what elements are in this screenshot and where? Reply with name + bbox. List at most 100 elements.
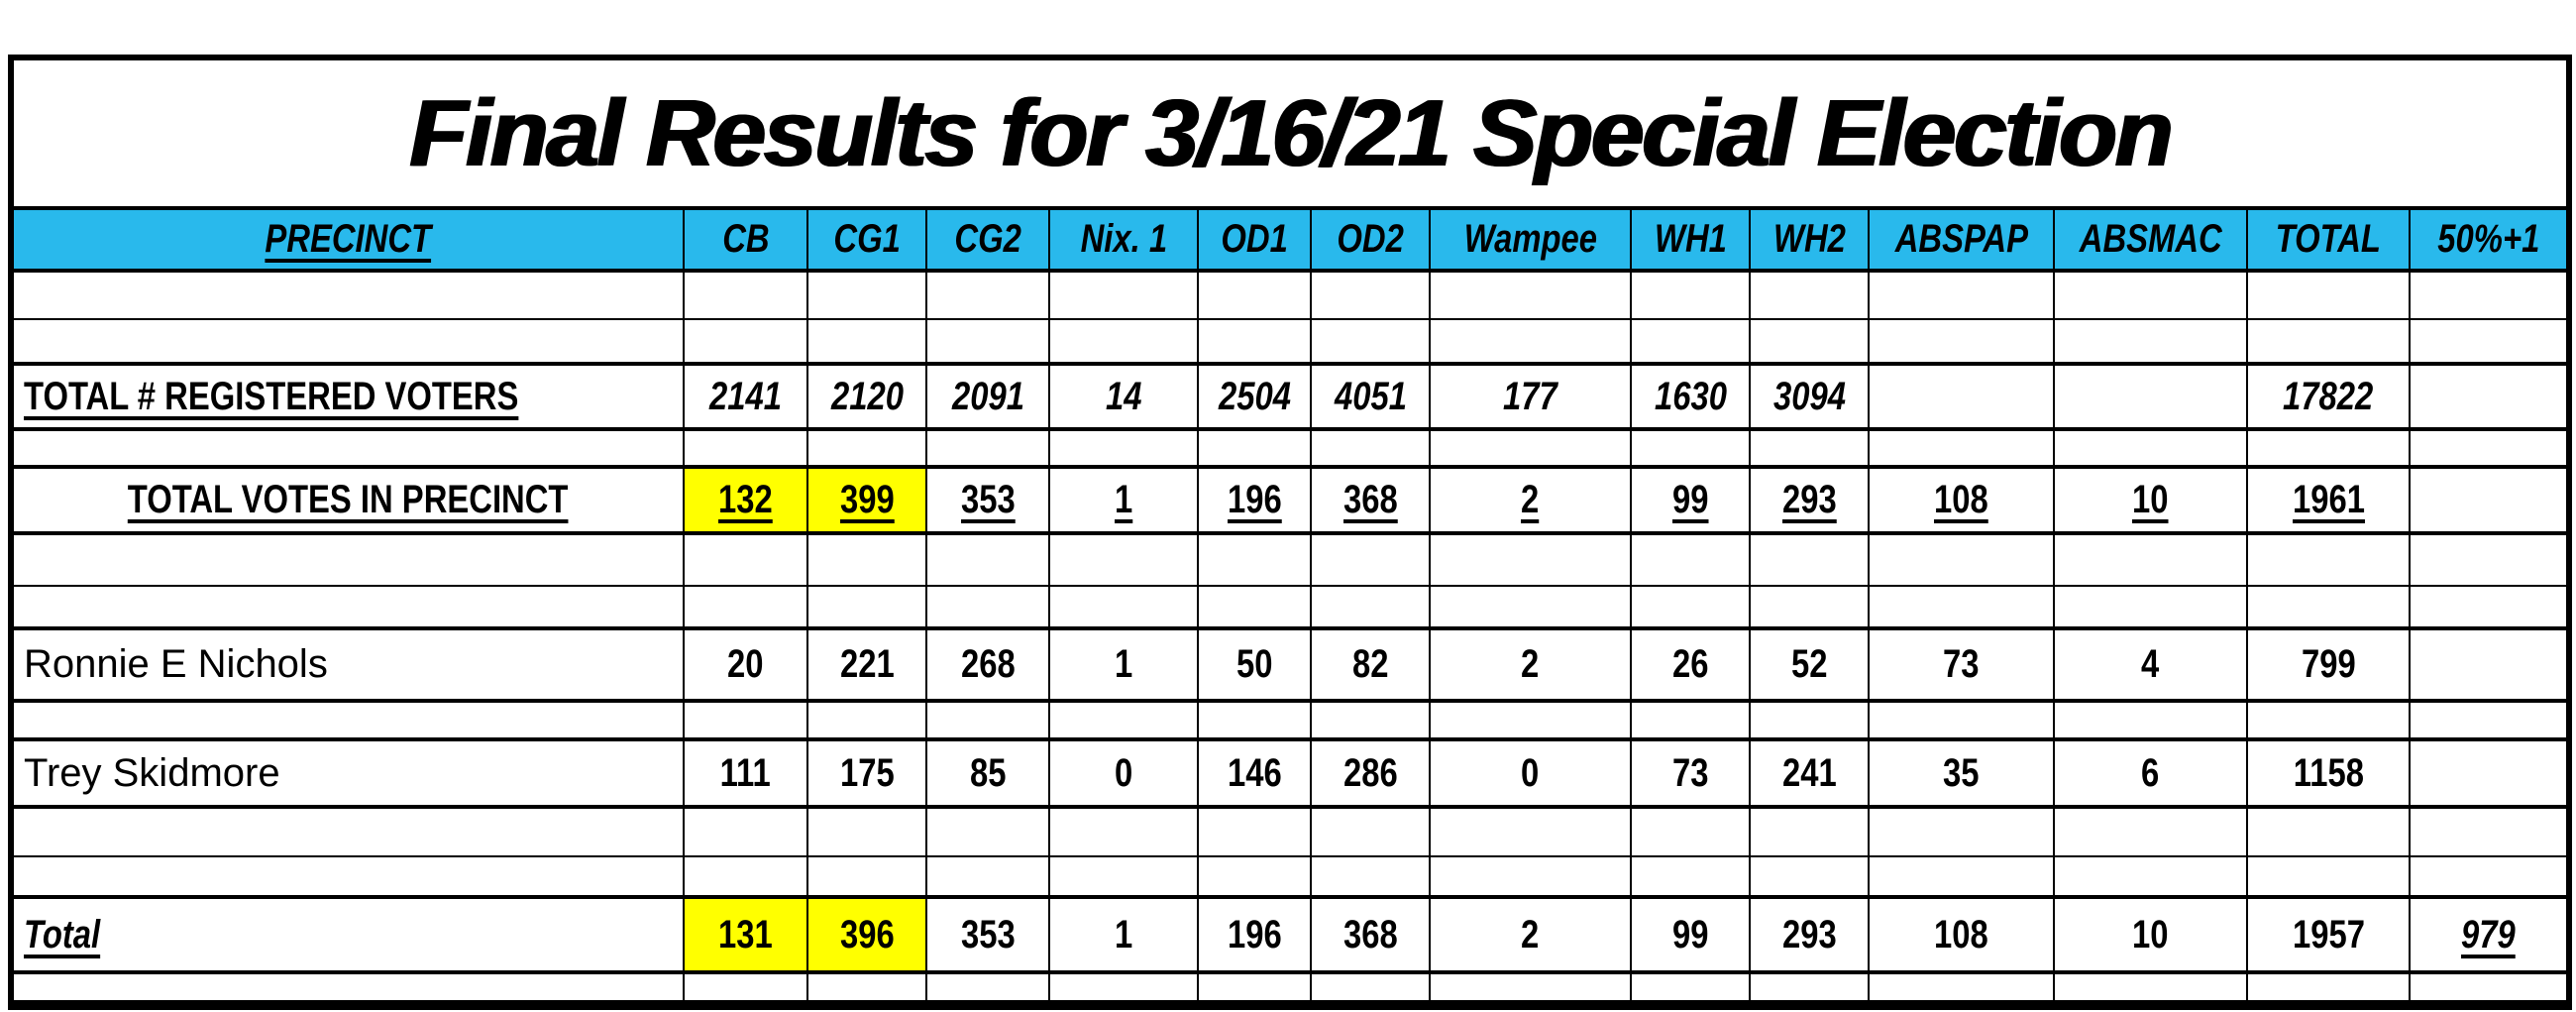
empty-cell bbox=[2053, 318, 2248, 365]
empty-cell bbox=[1749, 585, 1870, 629]
cell-value: 353 bbox=[960, 912, 1016, 956]
cell-value: 1961 bbox=[2292, 478, 2365, 521]
empty-cell bbox=[1630, 806, 1751, 857]
cell-value: 241 bbox=[1781, 750, 1837, 795]
cell bbox=[2408, 737, 2571, 809]
cell-value: 979 bbox=[2461, 912, 2516, 956]
cell: 799 bbox=[2246, 626, 2411, 703]
cell-value: 293 bbox=[1781, 912, 1837, 956]
empty-cell bbox=[1197, 428, 1312, 468]
spacer-row bbox=[10, 585, 2571, 629]
empty-cell bbox=[1630, 428, 1751, 468]
empty-cell bbox=[806, 700, 927, 740]
empty-cell bbox=[2408, 855, 2571, 898]
empty-cell bbox=[1197, 532, 1312, 587]
title-row: Final Results for 3/16/21 Special Electi… bbox=[9, 56, 2571, 210]
empty-cell bbox=[1048, 585, 1199, 629]
cell-value: 1 bbox=[1114, 478, 1133, 521]
cell: 10 bbox=[2053, 465, 2248, 535]
column-header-absmac: ABSMAC bbox=[2053, 207, 2248, 273]
cell: 146 bbox=[1197, 737, 1312, 809]
cell: 26 bbox=[1630, 626, 1751, 703]
empty-cell bbox=[806, 428, 927, 468]
cell: 17822 bbox=[2246, 362, 2411, 431]
empty-cell bbox=[2408, 585, 2571, 629]
cell-value: 0 bbox=[1114, 750, 1133, 795]
cell-value: 2504 bbox=[1218, 374, 1291, 418]
cell-value: 111 bbox=[719, 750, 772, 795]
empty-cell bbox=[925, 585, 1050, 629]
cell: 14 bbox=[1048, 362, 1199, 431]
cell: 20 bbox=[683, 626, 808, 703]
header-text: WH1 bbox=[1654, 217, 1727, 261]
empty-cell bbox=[1630, 700, 1751, 740]
cell: 221 bbox=[806, 626, 927, 703]
cell: 1957 bbox=[2246, 895, 2411, 974]
empty-cell bbox=[806, 532, 927, 587]
empty-cell bbox=[1868, 971, 2055, 1006]
cell-value: 10 bbox=[2132, 478, 2169, 521]
cell-value: 2 bbox=[1521, 478, 1540, 521]
empty-cell bbox=[1310, 318, 1431, 365]
empty-cell bbox=[1310, 532, 1431, 587]
cell-value: 196 bbox=[1227, 912, 1282, 956]
cell-value: 4051 bbox=[1334, 374, 1407, 418]
spacer-row bbox=[10, 971, 2571, 1006]
cell-value: 14 bbox=[1105, 374, 1142, 418]
column-header-wh2: WH2 bbox=[1749, 207, 1870, 273]
header-text: ABSPAP bbox=[1894, 217, 2028, 261]
column-header-cg1: CG1 bbox=[806, 207, 927, 273]
header-text: CG1 bbox=[833, 217, 901, 261]
cell-value: 20 bbox=[727, 642, 764, 686]
empty-cell bbox=[10, 270, 685, 320]
cell: 353 bbox=[925, 465, 1050, 535]
empty-cell bbox=[1429, 855, 1632, 898]
empty-cell bbox=[806, 270, 927, 320]
cell-value: 99 bbox=[1671, 478, 1709, 521]
cell-value: 50 bbox=[1235, 642, 1273, 686]
empty-cell bbox=[1749, 428, 1870, 468]
cell-value: 368 bbox=[1342, 912, 1398, 956]
cell-value: 2120 bbox=[830, 374, 904, 418]
empty-cell bbox=[1868, 270, 2055, 320]
empty-cell bbox=[1868, 532, 2055, 587]
header-text: 50%+1 bbox=[2437, 217, 2540, 261]
empty-cell bbox=[925, 855, 1050, 898]
cell: 99 bbox=[1630, 895, 1751, 974]
cell-value: 396 bbox=[839, 912, 895, 956]
cell: 4 bbox=[2053, 626, 2248, 703]
empty-cell bbox=[683, 532, 808, 587]
cell: 1961 bbox=[2246, 465, 2411, 535]
empty-cell bbox=[2246, 700, 2411, 740]
empty-cell bbox=[2053, 855, 2248, 898]
candidate-name-text: Ronnie E Nichols bbox=[24, 642, 328, 686]
cell: 177 bbox=[1429, 362, 1632, 431]
column-header-abspap: ABSPAP bbox=[1868, 207, 2055, 273]
cell: 50 bbox=[1197, 626, 1312, 703]
spacer-row bbox=[10, 855, 2571, 898]
header-text: TOTAL bbox=[2275, 217, 2382, 261]
cell: 52 bbox=[1749, 626, 1870, 703]
cell: 2 bbox=[1429, 626, 1632, 703]
empty-cell bbox=[2246, 806, 2411, 857]
empty-cell bbox=[683, 585, 808, 629]
empty-cell bbox=[1310, 270, 1431, 320]
cell: 293 bbox=[1749, 895, 1870, 974]
row-registered-voters: TOTAL # REGISTERED VOTERS 2141 2120 2091… bbox=[10, 362, 2571, 431]
empty-cell bbox=[2246, 532, 2411, 587]
empty-cell bbox=[2246, 855, 2411, 898]
cell: 108 bbox=[1868, 895, 2055, 974]
cell-value: 1957 bbox=[2292, 912, 2365, 956]
cell-value: 85 bbox=[969, 750, 1007, 795]
empty-cell bbox=[1630, 971, 1751, 1006]
cell-value: 82 bbox=[1351, 642, 1389, 686]
cell-value: 1 bbox=[1114, 642, 1133, 686]
empty-cell bbox=[2246, 270, 2411, 320]
cell-value: 108 bbox=[1934, 912, 1988, 956]
empty-cell bbox=[1749, 532, 1870, 587]
cell-value: 2 bbox=[1521, 642, 1540, 686]
cell-value: 73 bbox=[1943, 642, 1980, 686]
spacer-row bbox=[10, 428, 2571, 468]
empty-cell bbox=[1429, 700, 1632, 740]
empty-cell bbox=[2246, 971, 2411, 1006]
